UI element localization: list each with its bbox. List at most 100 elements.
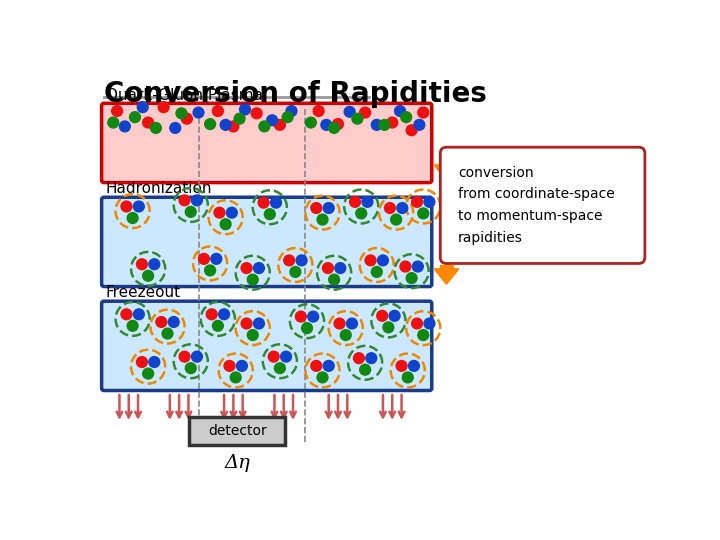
Circle shape bbox=[424, 318, 435, 329]
Circle shape bbox=[362, 197, 373, 207]
Circle shape bbox=[204, 265, 215, 276]
Circle shape bbox=[408, 361, 419, 372]
Circle shape bbox=[220, 119, 231, 130]
Circle shape bbox=[179, 351, 190, 362]
Circle shape bbox=[181, 113, 192, 124]
Circle shape bbox=[321, 119, 332, 130]
Circle shape bbox=[274, 363, 285, 374]
Circle shape bbox=[356, 208, 366, 219]
Circle shape bbox=[127, 213, 138, 224]
Circle shape bbox=[418, 208, 428, 219]
Circle shape bbox=[206, 309, 217, 320]
Circle shape bbox=[274, 119, 285, 130]
Circle shape bbox=[313, 106, 324, 117]
FancyBboxPatch shape bbox=[102, 197, 432, 287]
Circle shape bbox=[149, 259, 160, 269]
Circle shape bbox=[204, 119, 215, 130]
Circle shape bbox=[241, 318, 252, 329]
Circle shape bbox=[133, 201, 144, 212]
Circle shape bbox=[281, 351, 292, 362]
Circle shape bbox=[248, 330, 258, 340]
Circle shape bbox=[137, 356, 148, 367]
Circle shape bbox=[341, 330, 351, 340]
Circle shape bbox=[286, 106, 297, 117]
Polygon shape bbox=[434, 165, 459, 180]
Circle shape bbox=[391, 214, 402, 225]
Circle shape bbox=[396, 361, 407, 372]
Circle shape bbox=[344, 106, 355, 117]
Circle shape bbox=[228, 121, 239, 132]
Circle shape bbox=[412, 197, 423, 207]
Circle shape bbox=[130, 112, 140, 123]
Circle shape bbox=[176, 108, 187, 119]
Circle shape bbox=[317, 372, 328, 383]
Circle shape bbox=[323, 202, 334, 213]
Circle shape bbox=[133, 309, 144, 320]
Circle shape bbox=[162, 328, 173, 339]
Circle shape bbox=[284, 255, 294, 266]
Circle shape bbox=[282, 112, 293, 123]
Circle shape bbox=[179, 195, 190, 206]
Text: Hadronization: Hadronization bbox=[106, 181, 212, 197]
Circle shape bbox=[127, 320, 138, 331]
Circle shape bbox=[211, 253, 222, 264]
Circle shape bbox=[389, 310, 400, 321]
Circle shape bbox=[346, 318, 357, 329]
Circle shape bbox=[230, 372, 241, 383]
Circle shape bbox=[224, 361, 235, 372]
Circle shape bbox=[406, 273, 417, 284]
Circle shape bbox=[323, 262, 333, 273]
Circle shape bbox=[334, 318, 345, 329]
Text: Conversion of Rapidities: Conversion of Rapidities bbox=[104, 80, 487, 108]
Circle shape bbox=[379, 119, 390, 130]
Circle shape bbox=[360, 364, 371, 375]
Circle shape bbox=[296, 255, 307, 266]
Text: conversion
from coordinate-space
to momentum-space
rapidities: conversion from coordinate-space to mome… bbox=[458, 166, 615, 245]
Circle shape bbox=[406, 125, 417, 136]
Circle shape bbox=[112, 106, 122, 117]
Circle shape bbox=[383, 322, 394, 333]
Circle shape bbox=[226, 207, 238, 218]
Circle shape bbox=[317, 214, 328, 225]
Circle shape bbox=[413, 261, 423, 272]
Circle shape bbox=[168, 316, 179, 327]
Circle shape bbox=[311, 361, 322, 372]
Circle shape bbox=[333, 119, 343, 130]
Circle shape bbox=[329, 274, 340, 285]
Circle shape bbox=[156, 316, 167, 327]
Circle shape bbox=[397, 202, 408, 213]
Circle shape bbox=[150, 123, 161, 133]
FancyBboxPatch shape bbox=[102, 103, 432, 183]
Circle shape bbox=[185, 363, 196, 374]
Circle shape bbox=[290, 267, 301, 278]
Circle shape bbox=[264, 209, 275, 220]
Circle shape bbox=[365, 255, 376, 266]
Circle shape bbox=[212, 106, 223, 117]
Circle shape bbox=[137, 259, 148, 269]
Circle shape bbox=[143, 271, 153, 281]
Circle shape bbox=[219, 309, 230, 320]
Circle shape bbox=[108, 117, 119, 128]
Circle shape bbox=[248, 274, 258, 285]
Circle shape bbox=[424, 197, 435, 207]
FancyBboxPatch shape bbox=[441, 147, 645, 264]
Circle shape bbox=[236, 361, 248, 372]
Circle shape bbox=[302, 323, 312, 334]
Circle shape bbox=[170, 123, 181, 133]
Circle shape bbox=[143, 368, 153, 379]
Circle shape bbox=[143, 117, 153, 128]
Circle shape bbox=[185, 206, 196, 217]
Circle shape bbox=[323, 361, 334, 372]
Bar bbox=[439, 161, 454, 165]
FancyBboxPatch shape bbox=[189, 417, 285, 445]
Circle shape bbox=[335, 262, 346, 273]
Circle shape bbox=[193, 107, 204, 118]
Circle shape bbox=[121, 201, 132, 212]
Circle shape bbox=[253, 262, 264, 273]
Circle shape bbox=[395, 106, 405, 117]
Circle shape bbox=[377, 310, 387, 321]
Circle shape bbox=[311, 202, 322, 213]
Circle shape bbox=[352, 113, 363, 124]
Circle shape bbox=[418, 330, 428, 340]
Circle shape bbox=[305, 117, 316, 128]
